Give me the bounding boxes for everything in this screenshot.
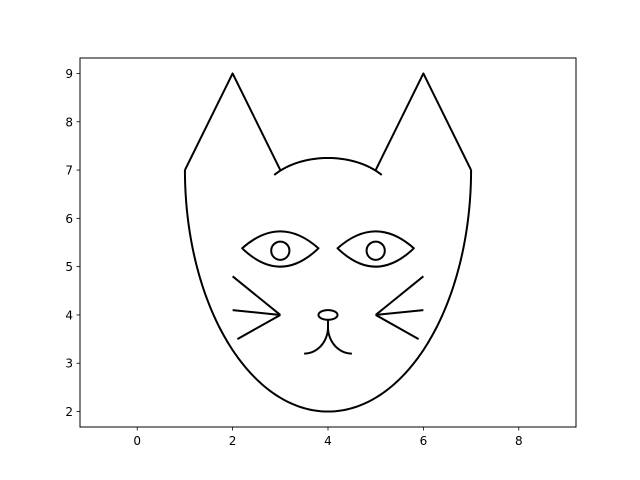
series-mark-4 <box>241 230 320 268</box>
y-tick-label: 5 <box>65 260 73 274</box>
series-mark-6 <box>270 240 291 261</box>
x-axis: 0 2 4 6 8 <box>133 427 523 448</box>
x-tick-label: 6 <box>420 434 428 448</box>
y-tick-label: 4 <box>65 308 73 322</box>
series-mark-13 <box>232 309 281 316</box>
series-mark-17 <box>375 314 420 340</box>
series-mark-3 <box>183 170 473 413</box>
x-tick-label: 0 <box>133 434 141 448</box>
y-tick-label: 6 <box>65 212 73 226</box>
y-tick-label: 8 <box>65 115 73 129</box>
series-mark-8 <box>317 309 339 321</box>
x-tick-label: 4 <box>324 434 332 448</box>
y-tick-label: 7 <box>65 164 73 178</box>
y-tick-label: 2 <box>65 405 73 419</box>
series-mark-1 <box>374 72 472 171</box>
axes-frame <box>79 57 577 428</box>
series-mark-7 <box>365 240 386 261</box>
series-mark-15 <box>375 275 425 316</box>
x-tick-label: 2 <box>229 434 237 448</box>
y-axis: 2 3 4 5 6 7 8 9 <box>65 67 80 419</box>
series-mark-0 <box>184 72 282 171</box>
y-tick-label: 3 <box>65 357 73 371</box>
plot-content <box>183 72 473 413</box>
series-mark-14 <box>236 314 281 340</box>
series-mark-16 <box>375 309 424 316</box>
series-mark-2 <box>273 156 383 176</box>
series-mark-5 <box>336 230 415 268</box>
series-mark-12 <box>231 275 281 316</box>
x-tick-label: 8 <box>515 434 523 448</box>
series-mark-10 <box>303 326 329 355</box>
y-tick-label: 9 <box>65 67 73 81</box>
series-mark-11 <box>327 326 353 355</box>
